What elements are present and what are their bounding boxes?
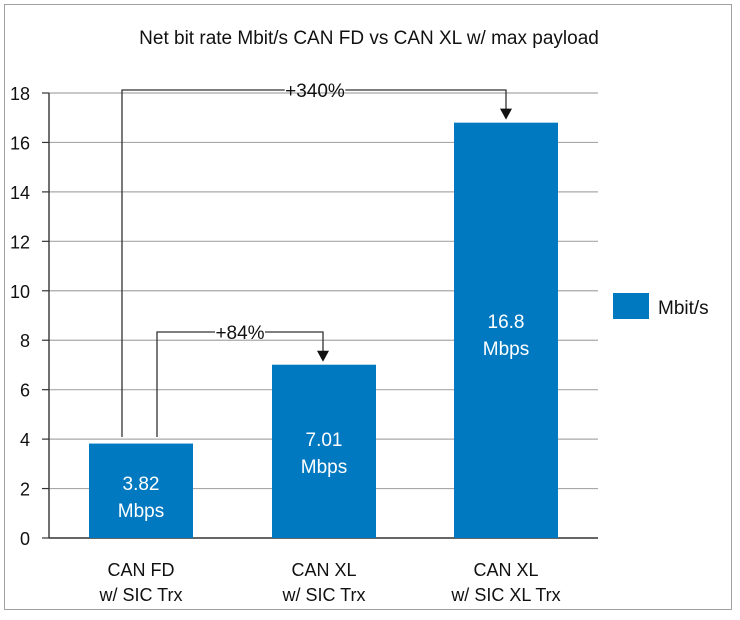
chart-frame bbox=[4, 4, 732, 610]
y-tick-label: 18 bbox=[10, 84, 30, 104]
category-label: w/ SIC Trx bbox=[281, 585, 365, 605]
category-label: CAN XL bbox=[473, 560, 538, 580]
bar-value-label: 3.82 bbox=[123, 474, 160, 495]
annotation-label: +340% bbox=[285, 81, 345, 102]
category-label: w/ SIC XL Trx bbox=[450, 585, 560, 605]
legend: Mbit/s bbox=[613, 293, 709, 319]
y-tick-label: 14 bbox=[10, 183, 30, 203]
arrowhead-icon bbox=[317, 350, 329, 362]
bar bbox=[454, 122, 558, 539]
bar bbox=[272, 364, 376, 538]
y-tick-label: 16 bbox=[10, 133, 30, 153]
bar bbox=[89, 443, 193, 538]
y-tick-label: 10 bbox=[10, 282, 30, 302]
legend-label: Mbit/s bbox=[658, 298, 709, 319]
annotation-connector bbox=[121, 89, 285, 437]
arrowhead-icon bbox=[500, 108, 512, 120]
x-axis-labels: CAN FD w/ SIC Trx CAN XL w/ SIC Trx CAN XL w/… bbox=[98, 560, 560, 605]
bar-unit-label: Mbps bbox=[483, 339, 529, 360]
y-tick-label: 0 bbox=[20, 529, 30, 549]
y-tick-label: 2 bbox=[20, 480, 30, 500]
bar-value-label: 16.8 bbox=[488, 312, 525, 333]
category-label: CAN XL bbox=[291, 560, 356, 580]
bars: 3.82 Mbps 7.01 Mbps 16.8 Mbps bbox=[89, 122, 558, 539]
bar-unit-label: Mbps bbox=[118, 501, 164, 522]
y-tick-label: 4 bbox=[20, 430, 30, 450]
annotation-label: +84% bbox=[215, 323, 264, 344]
category-label: CAN FD bbox=[108, 560, 175, 580]
category-label: w/ SIC Trx bbox=[98, 585, 182, 605]
comparison-annotation: +340% bbox=[121, 81, 512, 437]
chart-title: Net bit rate Mbit/s CAN FD vs CAN XL w/ … bbox=[139, 28, 599, 49]
legend-swatch bbox=[613, 293, 649, 319]
annotation-connector bbox=[345, 89, 507, 111]
comparison-annotation: +84% bbox=[156, 323, 329, 437]
y-tick-label: 8 bbox=[20, 331, 30, 351]
annotation-connector bbox=[156, 331, 215, 437]
annotation-connector bbox=[265, 331, 324, 353]
y-tick-label: 12 bbox=[10, 232, 30, 252]
bar-unit-label: Mbps bbox=[301, 457, 347, 478]
annotations: +84% +340% bbox=[121, 81, 512, 437]
bar-value-label: 7.01 bbox=[306, 430, 343, 451]
y-tick-label: 6 bbox=[20, 381, 30, 401]
